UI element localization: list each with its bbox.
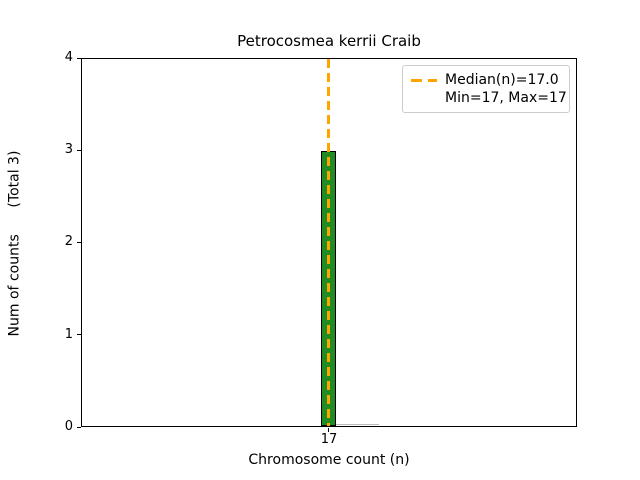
legend-minmax-label: Min=17, Max=17 bbox=[445, 90, 567, 106]
legend-entry-median: Median(n)=17.0 bbox=[411, 71, 561, 89]
y-tick-label: 0 bbox=[64, 419, 73, 434]
legend: Median(n)=17.0 Min=17, Max=17 bbox=[402, 65, 570, 113]
legend-median-label: Median(n)=17.0 bbox=[445, 72, 559, 88]
x-tick-label: 17 bbox=[320, 432, 338, 447]
x-axis-label: Chromosome count (n) bbox=[248, 452, 410, 468]
legend-entry-minmax: Min=17, Max=17 bbox=[411, 89, 567, 107]
y-tick-mark bbox=[77, 242, 81, 243]
empty-legend-swatch bbox=[411, 97, 437, 100]
y-tick-mark bbox=[77, 58, 81, 59]
y-tick-mark bbox=[77, 334, 81, 335]
y-tick-label: 1 bbox=[64, 327, 73, 342]
y-tick-mark bbox=[77, 427, 81, 428]
zero-height-bins-line bbox=[336, 424, 379, 425]
y-tick-label: 3 bbox=[64, 142, 73, 157]
chart-title: Petrocosmea kerrii Craib bbox=[237, 32, 421, 50]
y-tick-label: 4 bbox=[64, 50, 73, 65]
y-tick-mark bbox=[77, 150, 81, 151]
y-tick-label: 2 bbox=[64, 234, 73, 249]
median-line bbox=[327, 59, 330, 426]
plot-area: Median(n)=17.0 Min=17, Max=17 bbox=[81, 58, 577, 427]
x-tick-mark bbox=[328, 428, 329, 432]
median-dashed-line-swatch bbox=[411, 78, 437, 82]
